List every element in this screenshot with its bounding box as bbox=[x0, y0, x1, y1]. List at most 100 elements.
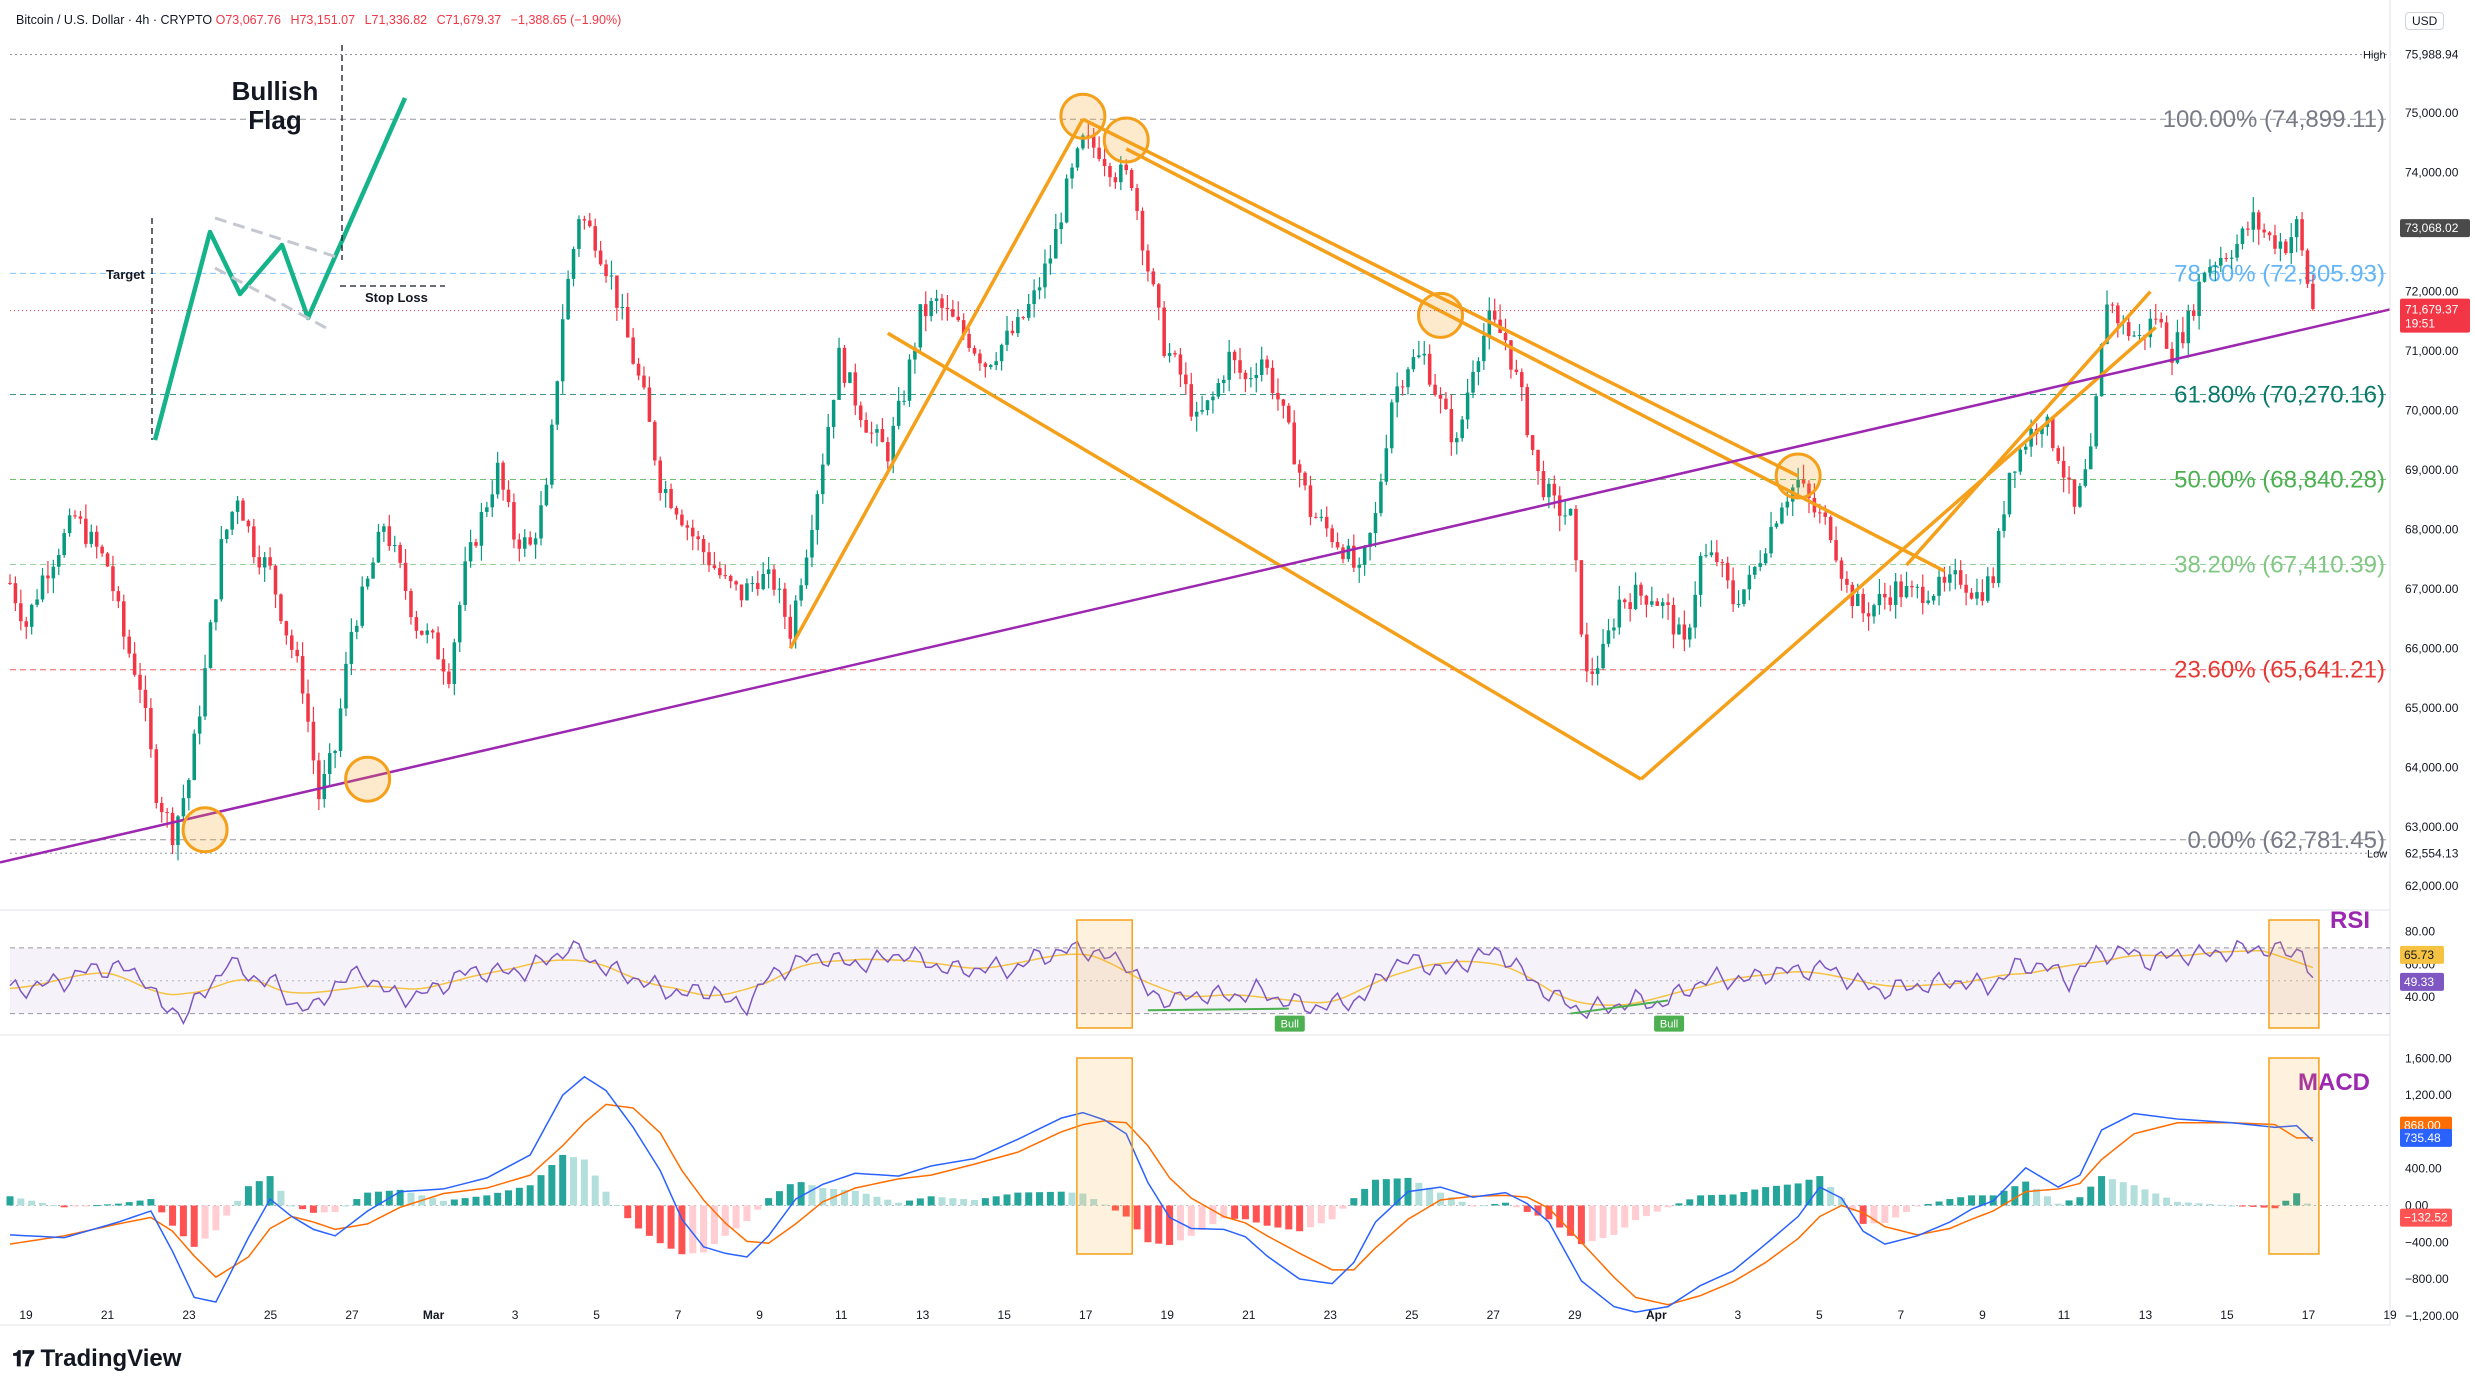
macd-histogram-bar bbox=[873, 1196, 881, 1206]
macd-histogram-bar bbox=[689, 1205, 697, 1254]
candle-body bbox=[1368, 533, 1372, 547]
macd-histogram-bar bbox=[1621, 1205, 1629, 1228]
time-axis: 19 21 23 25 27 Mar 3 5 7 9 11 13 15 17 19 21 23 25 27 29 Apr… bbox=[0, 1308, 2397, 1326]
candle-body bbox=[783, 588, 787, 617]
candle-body bbox=[1579, 560, 1584, 635]
candle-body bbox=[571, 248, 576, 279]
candle-body bbox=[2208, 267, 2212, 273]
price-tick-label: 74,000.00 bbox=[2405, 166, 2459, 180]
candle-body bbox=[929, 300, 933, 317]
currency-button[interactable]: USD bbox=[2405, 12, 2445, 30]
candle-body bbox=[1438, 394, 1443, 399]
macd-histogram-bar bbox=[1252, 1205, 1260, 1223]
candle-body bbox=[2251, 212, 2256, 230]
candle-body bbox=[479, 511, 484, 546]
candle-body bbox=[414, 617, 419, 631]
candle-body bbox=[1720, 562, 1725, 564]
candle-body bbox=[1417, 355, 1421, 358]
candle-body bbox=[2219, 258, 2223, 266]
candle-body bbox=[197, 716, 202, 734]
candle-body bbox=[1731, 580, 1735, 605]
candle-body bbox=[441, 659, 446, 672]
candle-body bbox=[1384, 448, 1389, 482]
candle-body bbox=[1617, 599, 1622, 628]
tradingview-logo[interactable]: ⁠𝟏𝟕 TradingView bbox=[12, 1345, 181, 1373]
macd-histogram-bar bbox=[1697, 1195, 1705, 1206]
macd-histogram-bar bbox=[1144, 1205, 1152, 1243]
candle-body bbox=[642, 375, 646, 388]
candle-body bbox=[560, 319, 565, 382]
time-tick-label: 17 bbox=[1079, 1308, 1093, 1322]
candle-body bbox=[89, 531, 94, 544]
candle-body bbox=[2311, 283, 2315, 309]
candle-body bbox=[1644, 595, 1649, 605]
rsi-highlight-box bbox=[1076, 919, 1133, 1029]
candle-body bbox=[1373, 513, 1378, 534]
candle-body bbox=[214, 599, 218, 623]
macd-histogram-bar bbox=[1870, 1205, 1878, 1224]
candle-body bbox=[669, 489, 673, 509]
macd-histogram-bar bbox=[645, 1205, 653, 1236]
candle-body bbox=[1660, 602, 1665, 606]
candle-body bbox=[1655, 601, 1660, 606]
macd-histogram-bar bbox=[2065, 1200, 2073, 1206]
macd-histogram-bar bbox=[1707, 1195, 1715, 1206]
candle-body bbox=[371, 562, 375, 579]
price-tick-label: 63,000.00 bbox=[2405, 820, 2459, 834]
touch-point-marker bbox=[1774, 452, 1822, 500]
macd-histogram-bar bbox=[1101, 1204, 1109, 1206]
candle-body bbox=[2094, 396, 2098, 447]
candle-body bbox=[1173, 353, 1177, 355]
macd-histogram-bar bbox=[450, 1199, 458, 1206]
candle-body bbox=[555, 381, 560, 425]
macd-tick-label: 1,600.00 bbox=[2405, 1051, 2452, 1065]
candle-body bbox=[1113, 177, 1118, 183]
macd-histogram-bar bbox=[721, 1205, 729, 1236]
candle-body bbox=[2013, 471, 2017, 473]
macd-histogram-bar bbox=[1415, 1182, 1423, 1206]
candle-body bbox=[1991, 576, 1995, 584]
candle-body bbox=[2256, 212, 2261, 230]
candle-body bbox=[1135, 188, 1139, 211]
candle-body bbox=[187, 779, 191, 799]
candle-body bbox=[858, 405, 863, 421]
channel-upper-ext-line bbox=[1125, 147, 1946, 573]
time-tick-label: 19 bbox=[2383, 1308, 2397, 1322]
candle-body bbox=[1742, 589, 1746, 605]
candle-body bbox=[1530, 435, 1535, 450]
candle-body bbox=[1222, 379, 1226, 384]
candle-body bbox=[495, 462, 500, 495]
candle-body bbox=[1563, 515, 1567, 517]
candle-body bbox=[2246, 228, 2250, 230]
macd-histogram-bar bbox=[472, 1196, 480, 1206]
macd-histogram-bar bbox=[1231, 1205, 1239, 1219]
candle-body bbox=[1259, 359, 1264, 375]
macd-histogram-bar bbox=[1968, 1195, 1976, 1206]
macd-histogram-bar bbox=[1881, 1205, 1889, 1223]
candle-body bbox=[2137, 334, 2142, 336]
candle-body bbox=[1666, 602, 1670, 605]
candle-body bbox=[1780, 507, 1784, 524]
candle-body bbox=[67, 515, 72, 534]
candle-body bbox=[295, 649, 299, 657]
low-value-tag-bg bbox=[2400, 844, 2470, 863]
macd-tick-label: 1,200.00 bbox=[2405, 1088, 2452, 1102]
fib-retracement: 100.00% (74,899.11) 78.60% (72,305.93) 61.… bbox=[10, 53, 2390, 854]
candle-body bbox=[1297, 464, 1302, 473]
candle-body bbox=[756, 583, 760, 590]
macd-histogram-bar bbox=[1567, 1205, 1575, 1236]
candle-body bbox=[653, 421, 657, 461]
macd-histogram-bar bbox=[461, 1198, 469, 1206]
macd-line bbox=[9, 1075, 2314, 1313]
candlestick-series bbox=[8, 122, 2315, 861]
bull-label: Bull bbox=[1660, 1019, 1678, 1031]
candle-body bbox=[1146, 250, 1150, 272]
macd-histogram-bar bbox=[2011, 1186, 2019, 1206]
candle-body bbox=[62, 533, 66, 556]
candle-body bbox=[934, 298, 939, 301]
candle-body bbox=[1129, 170, 1134, 189]
brand-name: TradingView bbox=[40, 1345, 182, 1372]
candle-body bbox=[1433, 384, 1437, 395]
